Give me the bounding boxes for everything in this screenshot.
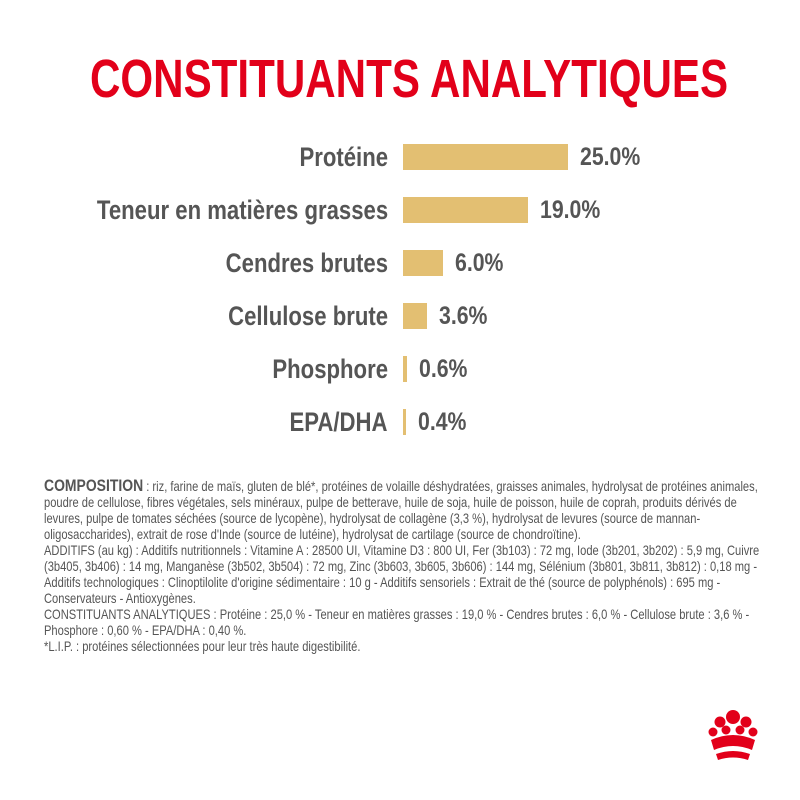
additifs-paragraph: ADDITIFS (au kg) : Additifs nutritionnel… xyxy=(44,543,760,606)
royal-canin-logo-icon xyxy=(708,710,758,760)
chart-row: EPA/DHA 0.4% xyxy=(0,402,800,442)
chart-row: Cellulose brute 3.6% xyxy=(0,296,800,336)
bar xyxy=(403,250,443,276)
value-label: 25.0% xyxy=(580,143,641,171)
page-title: CONSTITUANTS ANALYTIQUES xyxy=(89,49,729,109)
value-label: 6.0% xyxy=(454,249,504,277)
category-label: Teneur en matières grasses xyxy=(96,195,388,225)
bar xyxy=(403,144,568,170)
chart-row: Phosphore 0.6% xyxy=(0,349,800,389)
chart-row: Cendres brutes 6.0% xyxy=(0,243,800,283)
chart-row: Teneur en matières grasses 19.0% xyxy=(0,190,800,230)
composition-paragraph: COMPOSITION : riz, farine de maïs, glute… xyxy=(44,476,758,542)
value-label: 0.6% xyxy=(418,355,468,383)
footnote: *L.I.P. : protéines sélectionnées pour l… xyxy=(44,639,361,654)
value-label: 3.6% xyxy=(438,302,488,330)
category-label: EPA/DHA xyxy=(289,407,388,437)
value-label: 19.0% xyxy=(540,196,601,224)
composition-text: COMPOSITION : riz, farine de maïs, glute… xyxy=(44,476,764,655)
category-label: Cendres brutes xyxy=(225,248,388,278)
bar xyxy=(403,409,406,435)
bar xyxy=(403,356,407,382)
category-label: Phosphore xyxy=(272,354,388,384)
composition-heading: COMPOSITION xyxy=(44,476,144,495)
category-label: Protéine xyxy=(299,142,388,172)
bar xyxy=(403,303,427,329)
constituants-paragraph: CONSTITUANTS ANALYTIQUES : Protéine : 25… xyxy=(44,607,750,638)
bar xyxy=(403,197,529,223)
chart-row: Protéine 25.0% xyxy=(0,137,800,177)
value-label: 0.4% xyxy=(418,408,467,436)
category-label: Cellulose brute xyxy=(228,301,388,331)
